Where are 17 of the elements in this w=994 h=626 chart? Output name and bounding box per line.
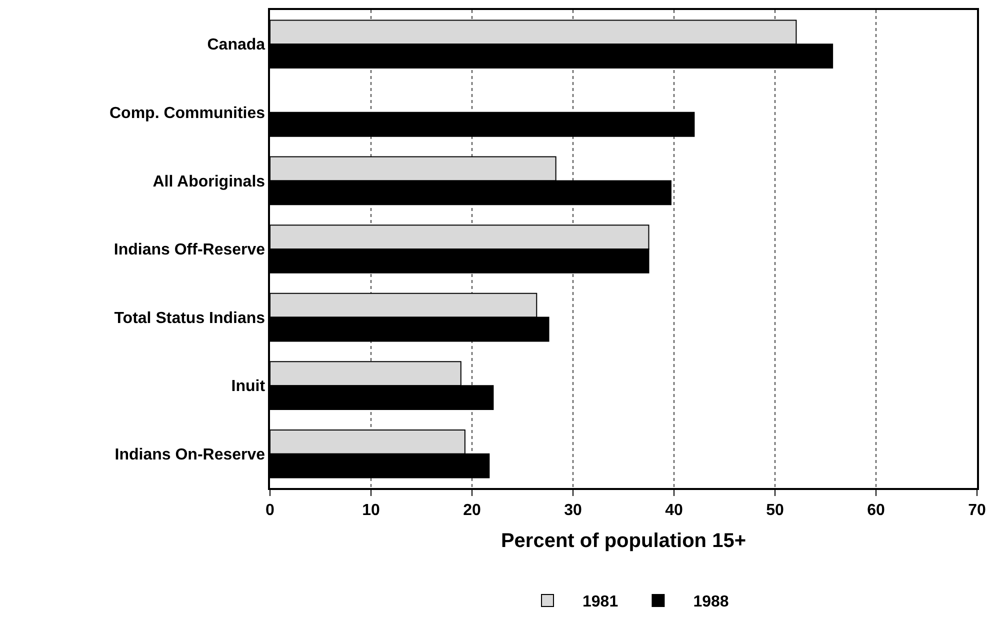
y-tick-label: All Aboriginals [152,173,266,190]
y-tick-label: Canada [207,36,266,54]
legend-label: 1988 [693,594,729,611]
x-tick-label: 40 [665,502,683,519]
x-tick-label: 30 [564,502,582,519]
x-axis-title: Percent of population 15+ [500,530,746,552]
y-tick-label: Inuit [231,378,266,396]
x-tick-label: 50 [766,502,784,519]
y-tick-label: Total Status Indians [114,310,266,327]
y-tick-label: Indians On-Reserve [114,446,266,464]
x-tick-label: 0 [266,502,275,519]
x-tick-label: 70 [968,502,986,519]
x-tick-label: 20 [463,502,481,519]
y-tick-label: Comp. Communities [109,105,266,122]
y-tick-label: Indians Off-Reserve [114,242,266,259]
x-tick-label: 10 [362,502,380,519]
x-tick-label: 60 [867,502,885,519]
